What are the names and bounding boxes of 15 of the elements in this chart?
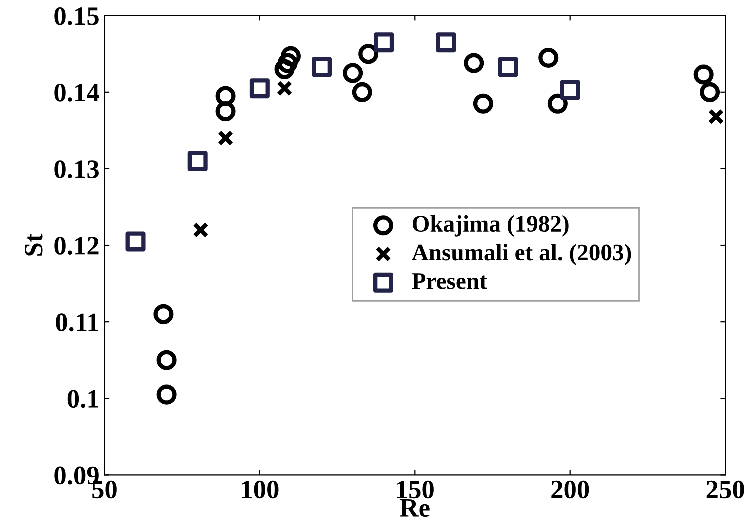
y-tick-label: 0.11 — [56, 314, 98, 332]
y-tick-label: 0.12 — [54, 237, 99, 256]
legend-label: Present — [412, 274, 488, 290]
x-tick-label: 150 — [397, 480, 434, 499]
y-axis-title: St — [25, 234, 43, 256]
x-tick-label: 200 — [552, 480, 590, 499]
legend-label: Okajima (1982) — [412, 215, 569, 237]
x-tick-label: 100 — [242, 480, 279, 499]
y-tick-label: 0.14 — [54, 84, 100, 102]
y-tick-label: 0.1 — [68, 390, 98, 408]
legend-label: Ansumali et al. (2003) — [412, 244, 632, 266]
y-tick-label: 0.15 — [54, 7, 99, 26]
y-tick-label: 0.13 — [54, 160, 99, 178]
x-tick-label: 250 — [706, 480, 744, 499]
x-axis-title: Re — [400, 499, 430, 517]
